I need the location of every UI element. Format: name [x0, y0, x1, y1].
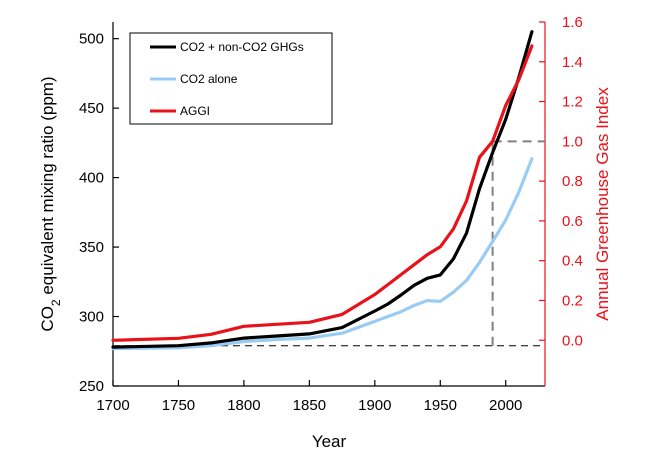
- x-axis-title: Year: [312, 432, 347, 451]
- right-tick-label: 1.0: [562, 133, 583, 150]
- reference-lines: [113, 140, 545, 347]
- left-tick-label: 350: [79, 239, 104, 256]
- right-tick-label: 1.6: [562, 14, 583, 31]
- series-lines: [111, 30, 534, 351]
- y-axis-title-left: CO2 equivalent mixing ratio (ppm): [38, 76, 63, 331]
- legend: CO2 + non-CO2 GHGs CO2 alone AGGI: [129, 32, 333, 125]
- bottom-tick-label: 1900: [358, 397, 391, 414]
- bottom-tick-label: 1950: [424, 397, 457, 414]
- right-tick-label: 0.0: [562, 332, 583, 349]
- legend-label-co2-alone: CO2 alone: [180, 72, 238, 86]
- bottom-tick-label: 1700: [96, 397, 129, 414]
- bottom-tick-label: 1800: [227, 397, 260, 414]
- right-tick-label: 0.6: [562, 213, 583, 230]
- bottom-tick-label: 2000: [489, 397, 522, 414]
- left-tick-label: 250: [79, 378, 104, 395]
- legend-label-combined: CO2 + non-CO2 GHGs: [180, 40, 304, 54]
- y-axis-title-right: Annual Greenhouse Gas Index: [593, 87, 612, 321]
- series-line-combined: [111, 30, 534, 349]
- right-tick-label: 1.4: [562, 54, 583, 71]
- left-tick-label: 400: [79, 170, 104, 187]
- bottom-axis-ticks: 1700 1750 1800 1850 1900 1950 2000: [96, 380, 522, 414]
- series-line-co2-alone: [111, 157, 534, 351]
- left-tick-label: 450: [79, 100, 104, 117]
- right-tick-label: 1.2: [562, 94, 583, 111]
- right-axis-ticks: 0.0 0.2 0.4 0.6 0.8 1.0 1.2 1.4 1.6: [539, 14, 583, 349]
- right-tick-label: 0.8: [562, 173, 583, 190]
- left-axis-ticks: 250 300 350 400 450 500: [79, 31, 119, 395]
- legend-label-aggi: AGGI: [180, 104, 210, 118]
- left-tick-label: 500: [79, 31, 104, 48]
- left-tick-label: 300: [79, 309, 104, 326]
- bottom-tick-label: 1750: [162, 397, 195, 414]
- series-line-aggi: [111, 44, 534, 342]
- right-tick-label: 0.2: [562, 292, 583, 309]
- bottom-tick-label: 1850: [293, 397, 326, 414]
- right-tick-label: 0.4: [562, 253, 583, 270]
- plot-frame: [112, 22, 546, 387]
